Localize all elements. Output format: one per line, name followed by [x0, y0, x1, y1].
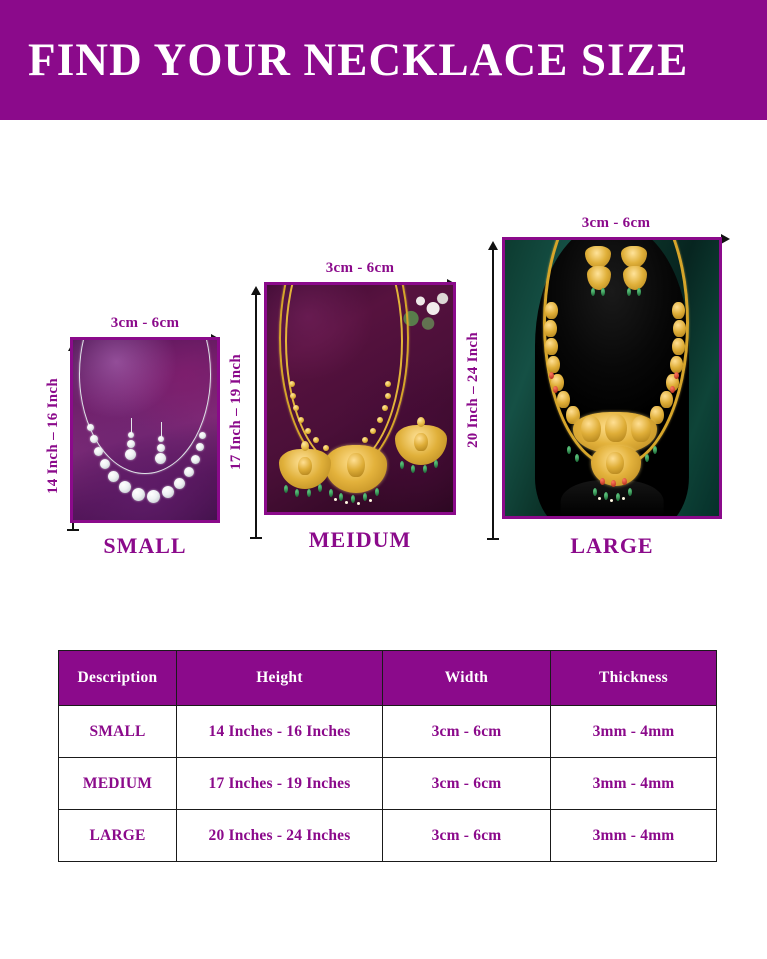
size-name-small: SMALL	[103, 533, 187, 558]
cell-description: SMALL	[58, 705, 177, 758]
size-name-medium: MEIDUM	[308, 527, 412, 552]
earring-right-small	[161, 422, 163, 438]
height-arrow-large	[487, 241, 499, 540]
cell-thickness: 3mm - 4mm	[550, 757, 717, 810]
height-measure-medium: 17 Inch – 19 Inch	[228, 286, 262, 539]
cell-width: 3cm - 6cm	[382, 809, 551, 862]
table-row: LARGE 20 Inches - 24 Inches 3cm - 6cm 3m…	[58, 809, 717, 862]
column-header-width: Width	[382, 650, 551, 706]
cell-description: MEDIUM	[58, 757, 177, 810]
cell-description: LARGE	[58, 809, 177, 862]
cell-height: 14 Inches - 16 Inches	[176, 705, 383, 758]
height-arrow-medium	[250, 286, 262, 539]
height-label-medium: 17 Inch – 19 Inch	[228, 354, 244, 470]
height-label-large: 20 Inch – 24 Inch	[465, 332, 481, 448]
width-label-medium: 3cm - 6cm	[325, 260, 395, 276]
height-label-small: 14 Inch – 16 Inch	[45, 378, 61, 494]
photo-medium	[264, 282, 456, 515]
size-table-container: Description Height Width Thickness SMALL…	[58, 650, 717, 862]
height-measure-large: 20 Inch – 24 Inch	[465, 241, 499, 540]
earring-left-large	[585, 246, 611, 268]
table-header-row: Description Height Width Thickness	[58, 650, 717, 706]
cell-width: 3cm - 6cm	[382, 705, 551, 758]
earring-right-large	[621, 246, 647, 268]
cell-width: 3cm - 6cm	[382, 757, 551, 810]
size-card-small: 3cm - 6cm 14 Inch – 16 Inch	[45, 315, 220, 575]
earring-left-small	[131, 418, 133, 434]
cell-thickness: 3mm - 4mm	[550, 809, 717, 862]
column-header-thickness: Thickness	[550, 650, 717, 706]
column-header-description: Description	[58, 650, 177, 706]
table-row: MEDIUM 17 Inches - 19 Inches 3cm - 6cm 3…	[58, 757, 717, 810]
page-title: FIND YOUR NECKLACE SIZE	[28, 34, 689, 86]
header-banner: FIND YOUR NECKLACE SIZE	[0, 0, 767, 120]
photo-large	[502, 237, 722, 519]
column-header-height: Height	[176, 650, 383, 706]
size-name-large: LARGE	[570, 533, 654, 558]
cell-thickness: 3mm - 4mm	[550, 705, 717, 758]
size-card-medium: 3cm - 6cm 17 Inch – 19 Inch	[228, 260, 456, 580]
size-table: Description Height Width Thickness SMALL…	[58, 650, 717, 862]
cell-height: 20 Inches - 24 Inches	[176, 809, 383, 862]
width-label-large: 3cm - 6cm	[581, 215, 651, 231]
width-label-small: 3cm - 6cm	[110, 315, 180, 331]
size-cards-area: 3cm - 6cm 14 Inch – 16 Inch	[0, 120, 767, 630]
cell-height: 17 Inches - 19 Inches	[176, 757, 383, 810]
size-card-large: 3cm - 6cm 20 Inch – 24 Inch	[465, 215, 730, 585]
table-row: SMALL 14 Inches - 16 Inches 3cm - 6cm 3m…	[58, 705, 717, 758]
photo-small	[70, 337, 220, 523]
